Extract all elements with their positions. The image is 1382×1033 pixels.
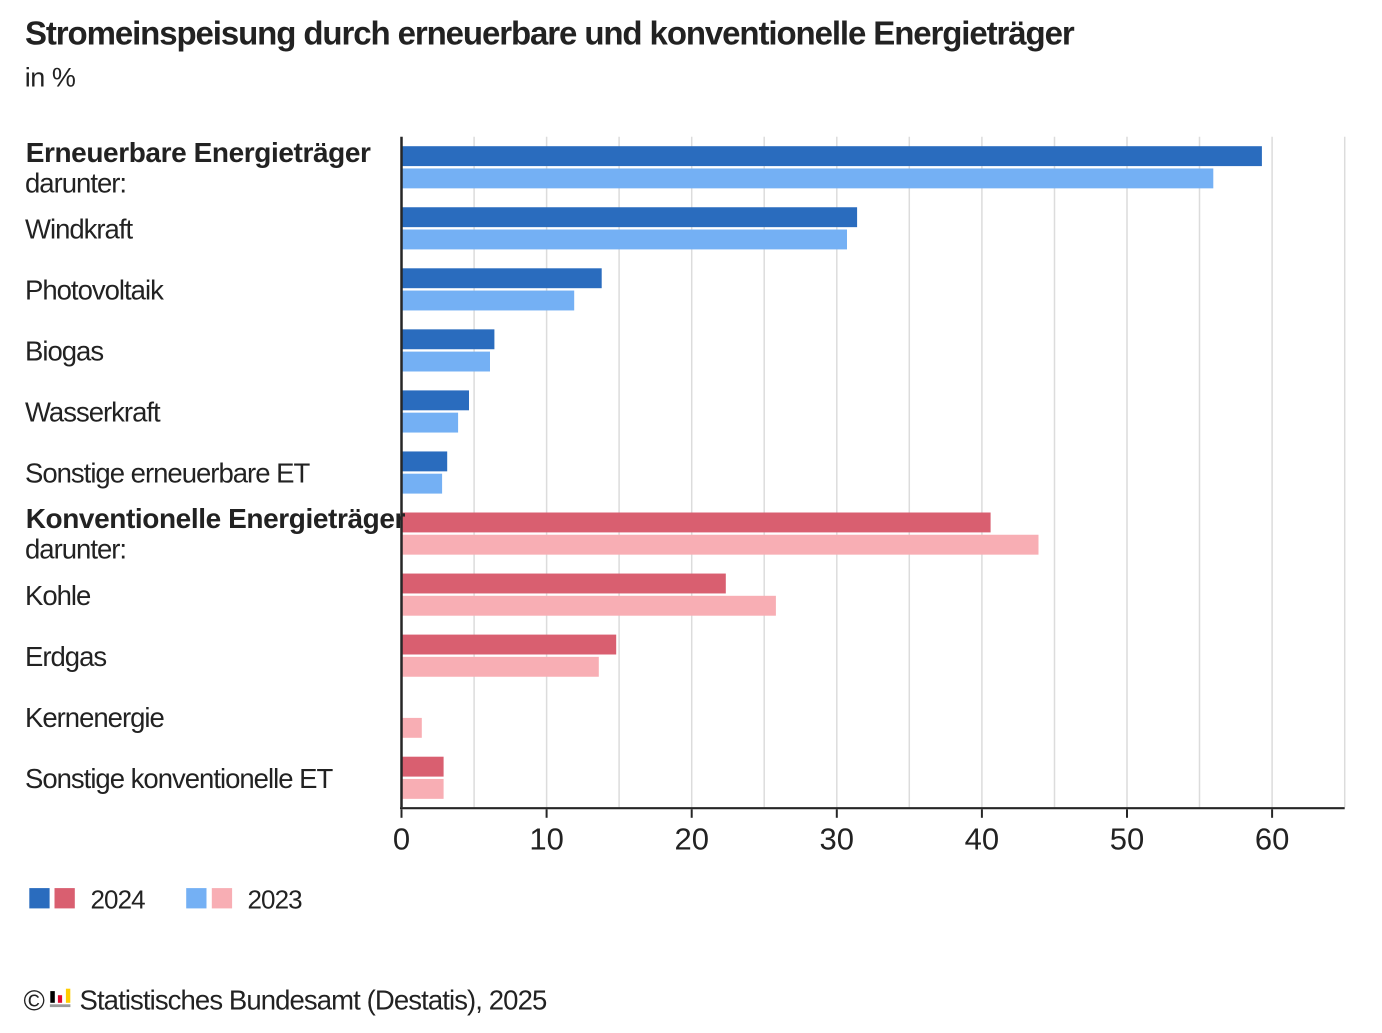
svg-text:Stromeinspeisung durch erneuer: Stromeinspeisung durch erneuerbare und k… — [25, 14, 1075, 51]
svg-text:Sonstige konventionelle ET: Sonstige konventionelle ET — [25, 763, 333, 794]
svg-text:Kohle: Kohle — [25, 580, 91, 611]
svg-text:Kernenergie: Kernenergie — [25, 702, 165, 733]
svg-text:Photovoltaik: Photovoltaik — [25, 275, 164, 306]
svg-text:©: © — [24, 986, 45, 1018]
svg-text:Sonstige erneuerbare ET: Sonstige erneuerbare ET — [25, 458, 310, 489]
svg-text:Erdgas: Erdgas — [25, 641, 106, 672]
svg-text:2024: 2024 — [91, 884, 146, 914]
svg-text:40: 40 — [965, 822, 999, 857]
svg-text:20: 20 — [674, 822, 708, 857]
svg-text:Wasserkraft: Wasserkraft — [25, 397, 161, 428]
svg-text:Statistisches Bundesamt (Desta: Statistisches Bundesamt (Destatis), 2025 — [80, 984, 547, 1015]
svg-text:60: 60 — [1255, 822, 1289, 857]
svg-text:0: 0 — [393, 822, 410, 857]
svg-text:50: 50 — [1110, 822, 1144, 857]
svg-text:Erneuerbare Energieträger: Erneuerbare Energieträger — [26, 137, 371, 168]
svg-text:in %: in % — [25, 63, 76, 93]
svg-text:2023: 2023 — [248, 884, 303, 914]
svg-text:30: 30 — [820, 822, 854, 857]
svg-text:10: 10 — [529, 822, 563, 857]
svg-text:darunter:: darunter: — [25, 534, 126, 565]
svg-text:Windkraft: Windkraft — [25, 214, 133, 245]
svg-text:darunter:: darunter: — [25, 167, 126, 198]
svg-text:Biogas: Biogas — [25, 336, 103, 367]
svg-text:Konventionelle Energieträger: Konventionelle Energieträger — [26, 503, 406, 534]
